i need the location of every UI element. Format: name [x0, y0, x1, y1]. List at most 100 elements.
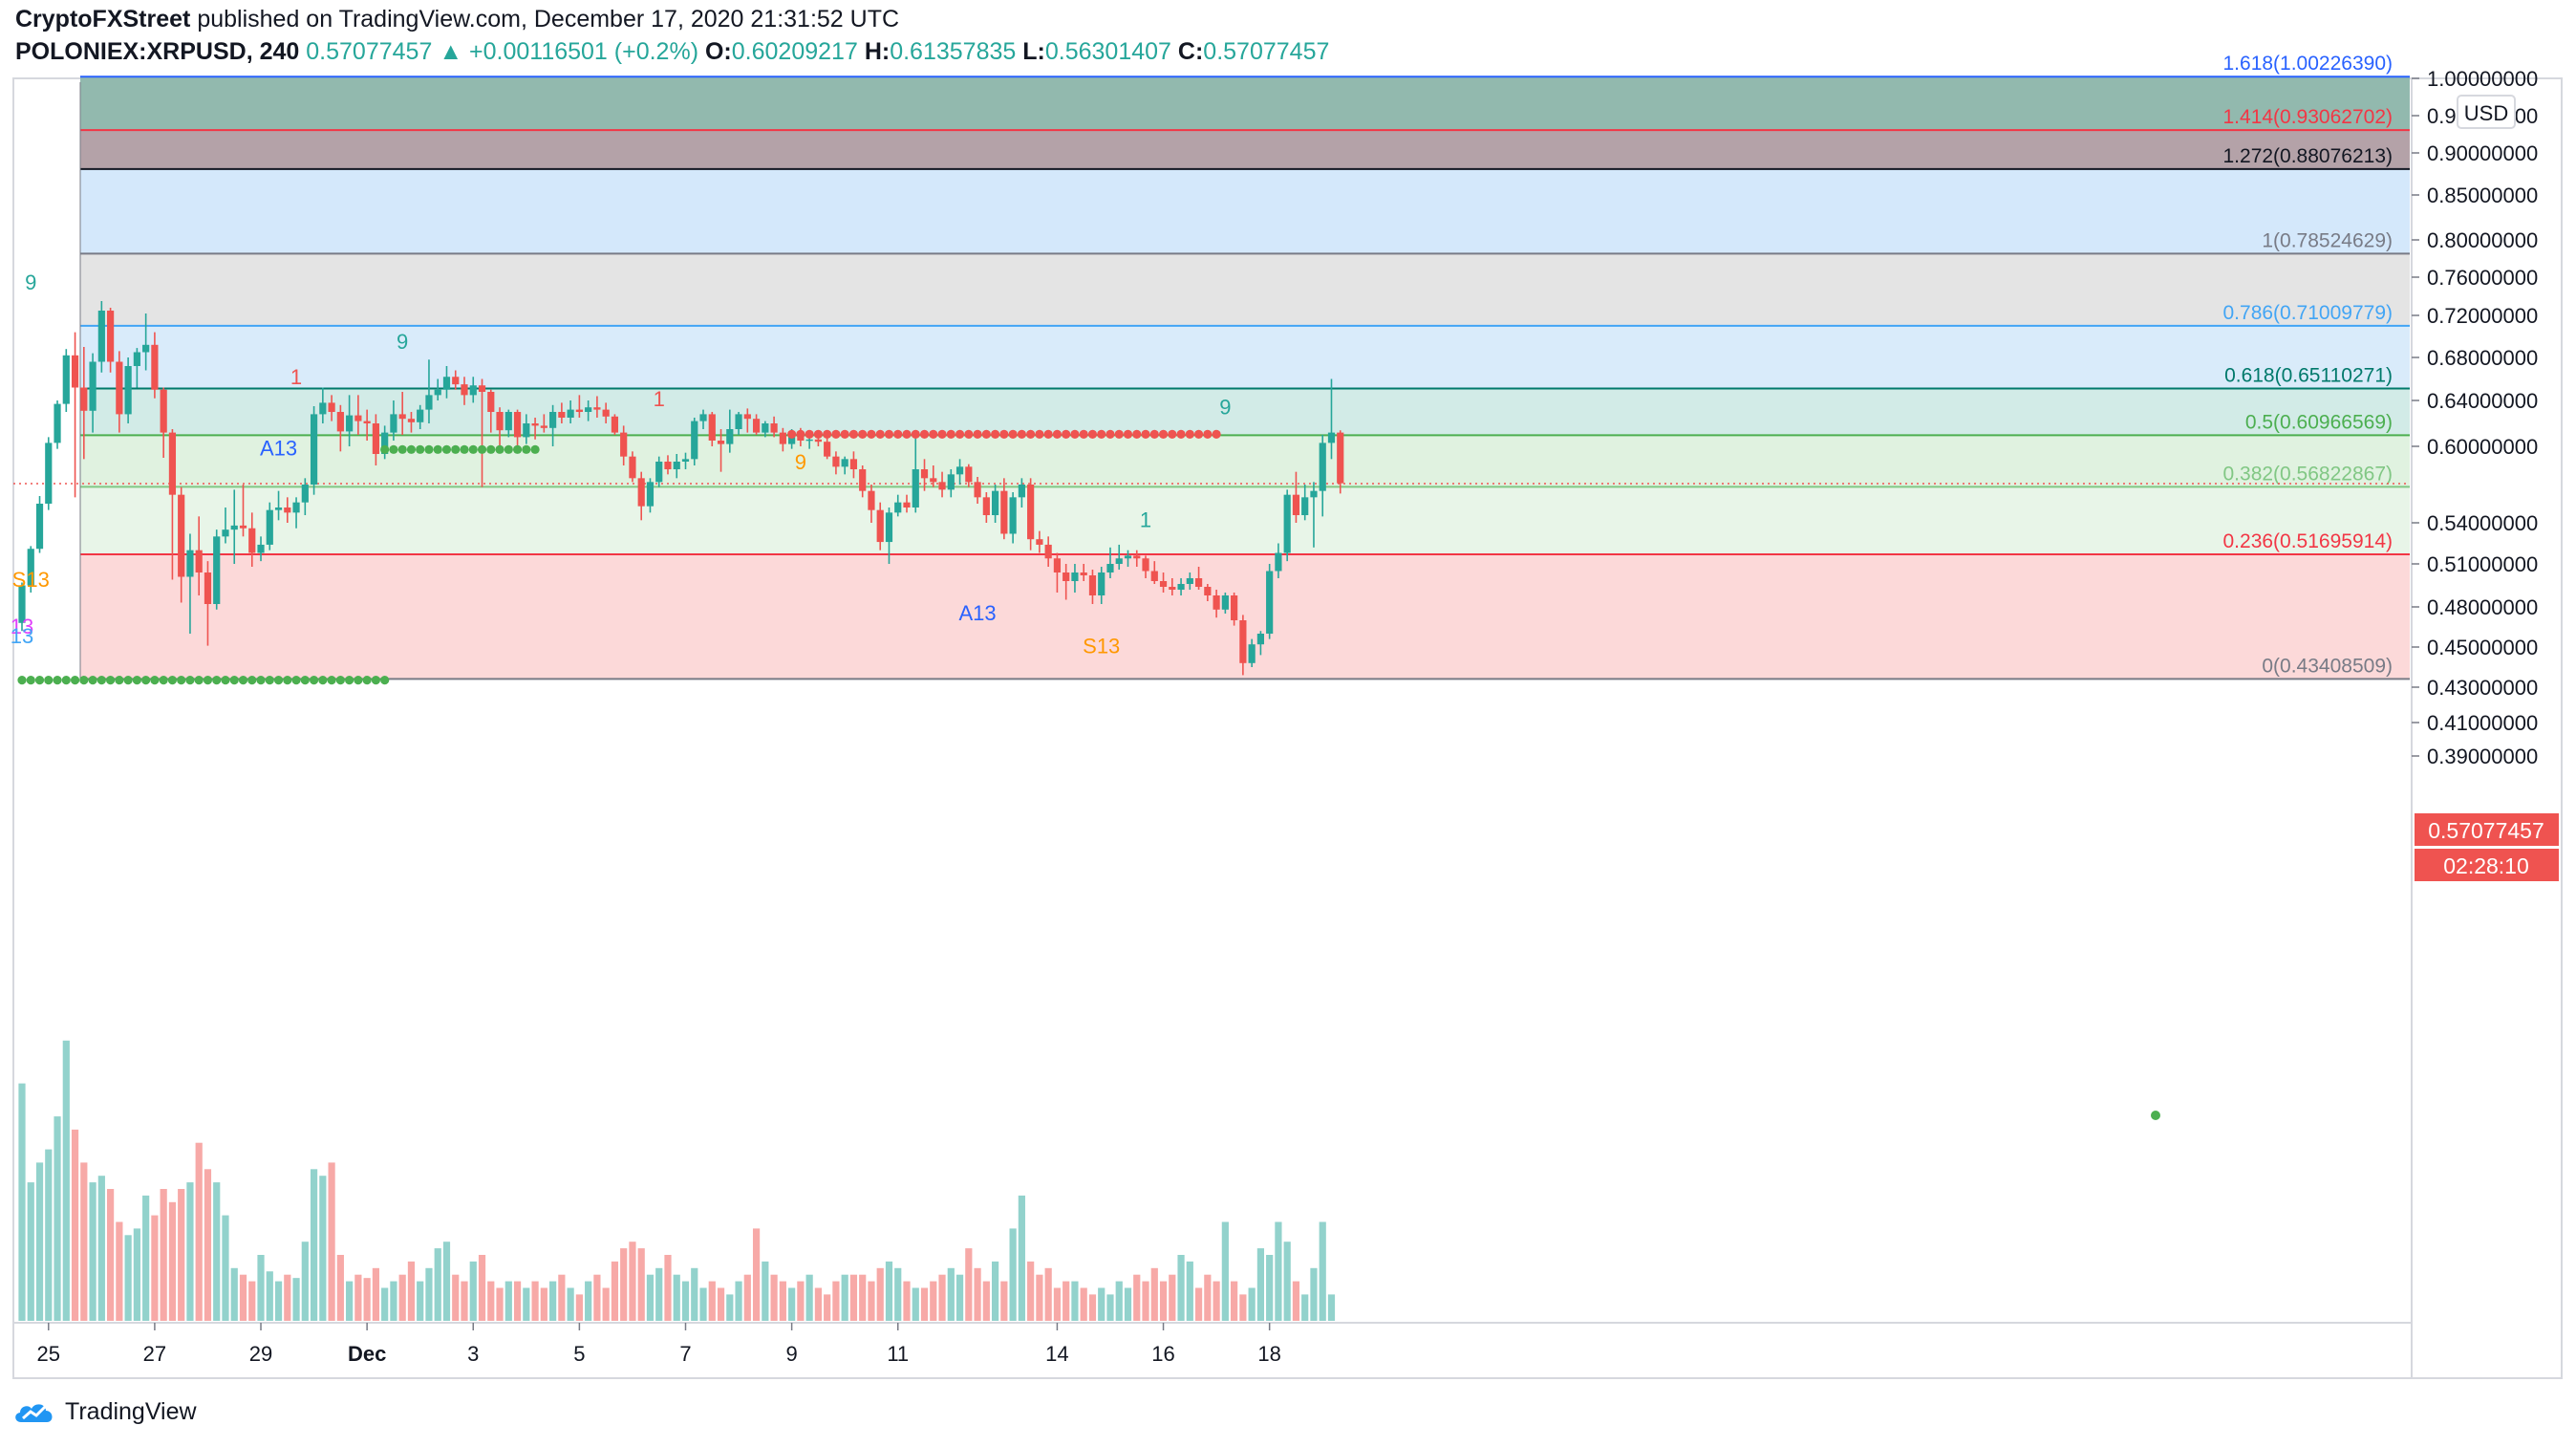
volume-bar: [1124, 1287, 1132, 1321]
candle-body: [213, 536, 221, 604]
time-tick-label: Dec: [348, 1342, 386, 1366]
candle-body: [186, 550, 194, 577]
price-tick-label: 0.64000000: [2427, 389, 2538, 413]
candle-body: [779, 432, 786, 444]
candle: [540, 414, 547, 433]
volume-bar: [1177, 1255, 1185, 1321]
volume-bar: [992, 1261, 999, 1321]
signal-dot: [991, 429, 1000, 439]
volume-bar: [779, 1281, 786, 1321]
tradingview-logo[interactable]: TradingView: [11, 1397, 197, 1426]
candle: [593, 396, 601, 418]
price-tick-label: 0.51000000: [2427, 552, 2538, 576]
candle-body: [770, 423, 778, 433]
candle: [585, 400, 592, 421]
candle: [1231, 593, 1238, 626]
candle-body: [97, 311, 105, 362]
volume-bar: [974, 1267, 981, 1321]
volume-bar: [417, 1281, 424, 1321]
candle-body: [655, 462, 663, 483]
signal-dot: [955, 429, 965, 439]
signal-dot: [247, 676, 257, 685]
candle: [319, 387, 327, 423]
td-label: 9: [397, 330, 408, 354]
td-label: S13: [1083, 634, 1120, 658]
candle: [1000, 478, 1008, 540]
candle-body: [496, 412, 504, 431]
volume-bar: [717, 1287, 725, 1321]
signal-dot: [88, 676, 97, 685]
candle: [168, 429, 177, 580]
signal-dot: [283, 676, 292, 685]
volume-bar: [1310, 1267, 1318, 1321]
volume-bar: [673, 1274, 680, 1321]
candle: [558, 402, 566, 423]
time-axis[interactable]: 25 27 29 Dec 3 5 7 9 11 14 16 18: [37, 1323, 1281, 1366]
currency-button[interactable]: [2457, 95, 2516, 129]
volume-bar: [1142, 1281, 1149, 1321]
candle: [1221, 593, 1229, 614]
price-tick-label: 0.45000000: [2427, 636, 2538, 659]
candle-body: [257, 544, 265, 553]
volume-bar: [274, 1281, 283, 1321]
volume-bar: [1283, 1242, 1291, 1321]
candle: [1204, 584, 1212, 601]
candle-body: [762, 423, 769, 433]
signal-dot: [362, 676, 372, 685]
high-value: 0.61357835: [890, 38, 1017, 65]
fib-level-label: 0(0.43408509): [2262, 655, 2393, 677]
tradingview-brand: TradingView: [65, 1397, 197, 1425]
candle: [336, 404, 344, 452]
volume-bar: [885, 1261, 893, 1321]
signal-dot: [44, 676, 54, 685]
volume-bar: [230, 1267, 238, 1321]
candle-body: [1310, 490, 1318, 498]
candle-body: [1248, 644, 1256, 663]
signal-dot: [212, 676, 222, 685]
candle: [832, 451, 840, 475]
symbol: POLONIEX:XRPUSD, 240: [15, 38, 300, 65]
volume-bar: [770, 1274, 778, 1321]
td-label: S13: [12, 568, 50, 592]
volume-bar: [54, 1116, 61, 1321]
signal-dot: [1026, 429, 1036, 439]
countdown-tag: [2415, 849, 2559, 881]
symbol-info: POLONIEX:XRPUSD, 240 0.57077457 ▲ +0.001…: [15, 38, 1329, 66]
volume-bar: [1044, 1267, 1052, 1321]
candle: [611, 414, 619, 435]
candlesticks: [18, 301, 1344, 676]
fibonacci-extension[interactable]: 1.618(1.00226390) 1.414(0.93062702) 1.272(…: [13, 53, 2410, 680]
candle-body: [274, 508, 283, 510]
fib-zone: [80, 435, 2410, 487]
candle: [1213, 590, 1220, 618]
candle: [1142, 555, 1149, 578]
volume-bar: [708, 1281, 716, 1321]
volume-bar: [868, 1281, 875, 1321]
volume-bar: [629, 1242, 636, 1321]
volume-bar: [575, 1294, 583, 1321]
candle-body: [868, 490, 875, 510]
price-tick-label: 0.54000000: [2427, 511, 2538, 535]
signal-dot: [1212, 429, 1221, 439]
candle-body: [336, 412, 344, 432]
fib-zone: [80, 325, 2410, 389]
candle-body: [558, 412, 566, 418]
volume-bar: [1204, 1274, 1212, 1321]
candle-body: [89, 361, 97, 411]
candle-body: [178, 494, 185, 577]
candle: [637, 471, 645, 521]
signal-dot: [1176, 429, 1186, 439]
volume-bar: [549, 1281, 557, 1321]
price-axis[interactable]: 1.000000000.950000000.900000000.85000000…: [2412, 67, 2538, 768]
candle: [478, 378, 486, 487]
fib-level-label: 1(0.78524629): [2262, 229, 2393, 251]
volume-bar: [1071, 1281, 1079, 1321]
volume-bar: [336, 1255, 344, 1321]
candle: [1098, 567, 1106, 604]
signal-dot: [796, 429, 805, 439]
time-tick-label: 29: [249, 1342, 272, 1366]
candle: [770, 416, 778, 438]
candle-body: [1239, 620, 1247, 663]
signal-dot: [460, 444, 469, 454]
